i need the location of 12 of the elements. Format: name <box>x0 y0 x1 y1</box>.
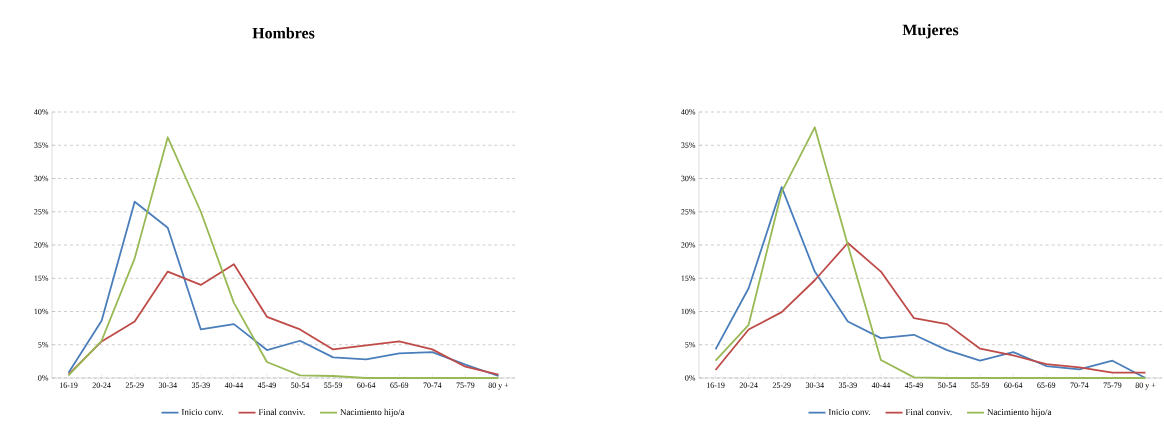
legend-label: Final conviv. <box>258 408 305 416</box>
chart-title: Hombres <box>252 27 315 39</box>
chart-title: Mujeres <box>902 24 959 39</box>
line-series <box>67 200 500 377</box>
legend-label: Nacimiento hijo/a <box>987 408 1052 417</box>
legend-label: Nacimiento hijo/a <box>340 408 405 417</box>
legend-label: Final conviv. <box>905 408 952 416</box>
legend-label: Inicio conv. <box>828 408 871 415</box>
line-series <box>67 263 500 376</box>
line-series <box>714 242 1147 374</box>
legend-label: Inicio conv. <box>181 408 224 415</box>
line-series <box>714 186 1147 379</box>
